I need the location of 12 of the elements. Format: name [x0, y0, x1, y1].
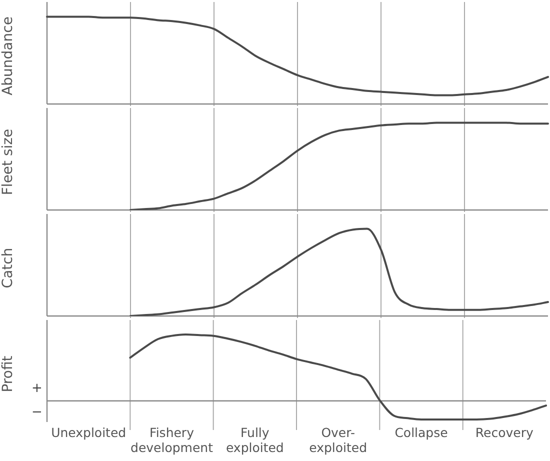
x-tick-label: Collapse [394, 424, 448, 440]
y-axis-title: Profit [0, 355, 16, 392]
y-axis-title: Catch [0, 248, 16, 288]
x-tick-label: Fishery development [130, 424, 214, 455]
x-tick-label: Fully exploited [226, 424, 284, 455]
x-tick-label: Recovery [475, 424, 534, 440]
x-tick-label: Over- exploited [309, 424, 368, 455]
text: − [32, 405, 42, 420]
y-axis-title: Fleet size [0, 128, 16, 196]
y-axis-title: Abundance [0, 16, 16, 96]
text: + [32, 381, 42, 396]
x-tick-label: Unexploited [51, 424, 126, 440]
